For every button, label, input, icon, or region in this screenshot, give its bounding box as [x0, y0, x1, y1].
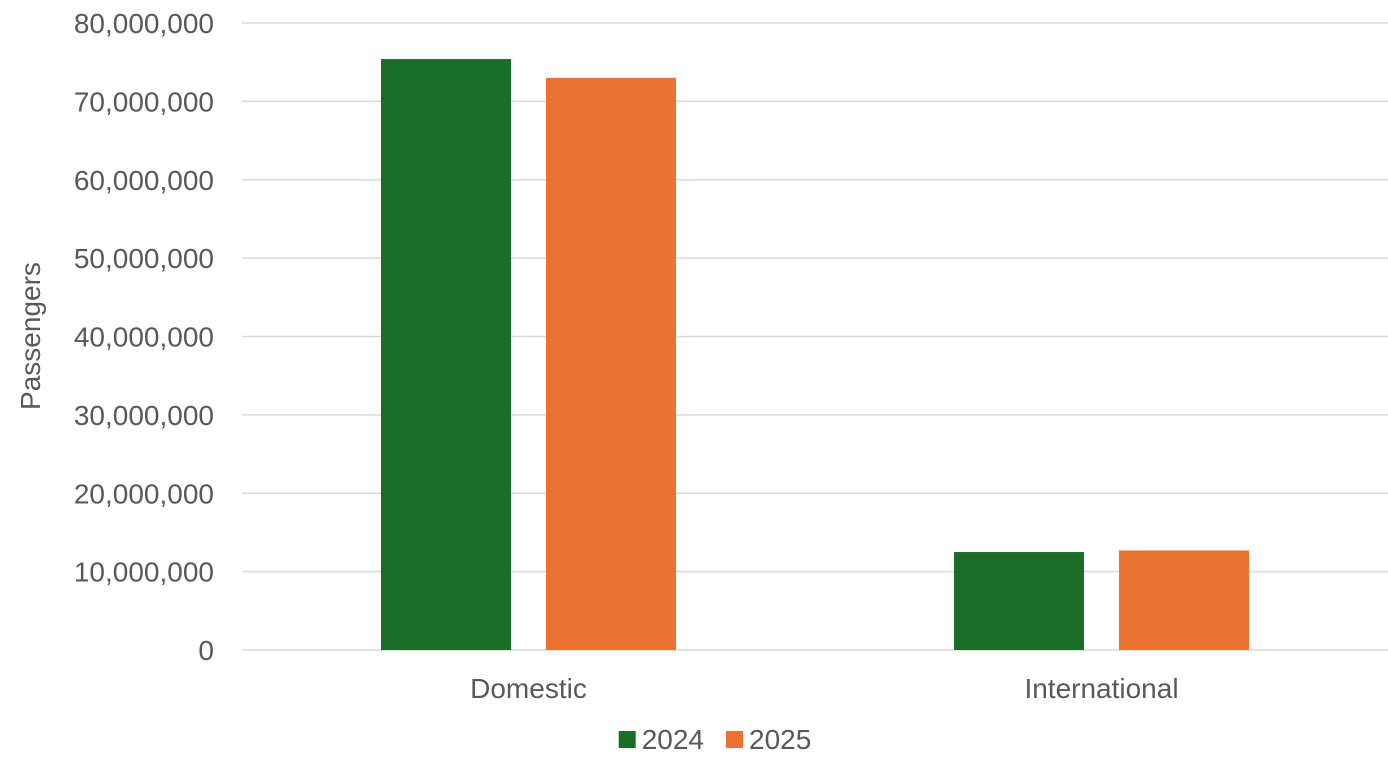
bars [381, 59, 1249, 651]
y-tick-label: 70,000,000 [74, 86, 214, 117]
legend-label: 2025 [749, 724, 811, 755]
y-tick-label: 50,000,000 [74, 243, 214, 274]
x-axis-tick-labels: Domestic International [470, 673, 1178, 704]
legend-item: 2024 [618, 724, 704, 755]
legend-swatch [618, 731, 636, 748]
y-tick-label: 0 [198, 635, 214, 666]
legend-label: 2024 [642, 724, 704, 755]
legend-swatch [726, 731, 743, 748]
x-tick-label: Domestic [470, 673, 587, 704]
y-tick-label: 10,000,000 [74, 557, 214, 588]
y-tick-label: 20,000,000 [74, 478, 214, 509]
x-tick-label: International [1024, 673, 1178, 704]
y-tick-label: 60,000,000 [74, 165, 214, 196]
y-tick-label: 80,000,000 [74, 8, 214, 39]
y-tick-label: 40,000,000 [74, 322, 214, 353]
bar-international-2024 [954, 552, 1084, 650]
bar-international-2025 [1119, 550, 1249, 650]
bar-domestic-2025 [546, 77, 676, 651]
y-tick-label: 30,000,000 [74, 400, 214, 431]
bar-domestic-2024 [381, 59, 511, 651]
y-axis-tick-labels: 0 10,000,000 20,000,000 30,000,000 40,000,00… [74, 8, 214, 666]
legend: 2024 2025 [618, 724, 811, 755]
legend-item: 2025 [726, 724, 811, 755]
y-axis-title: Passengers [15, 262, 46, 410]
